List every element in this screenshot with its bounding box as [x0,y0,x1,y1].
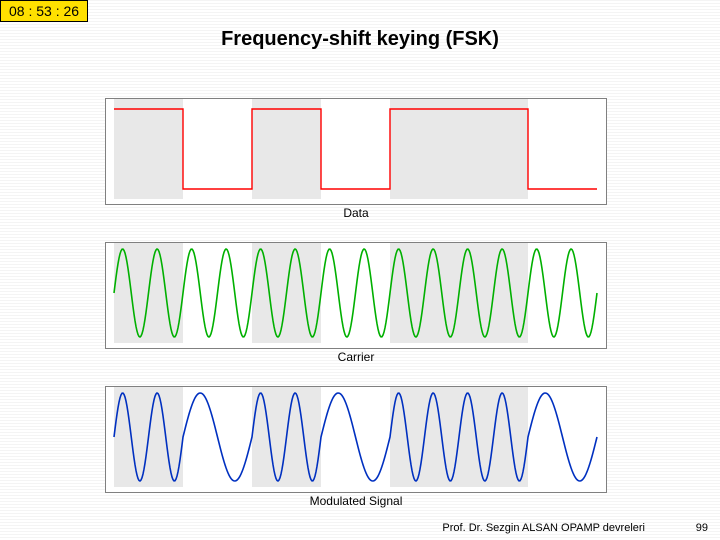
panel-modulated-label: Modulated Signal [105,494,607,508]
footer-page: 99 [696,522,708,534]
panel-modulated-plot [105,386,607,493]
data-waveform [106,99,606,199]
panel-carrier: Carrier [105,242,607,364]
panel-data-plot [105,98,607,205]
carrier-waveform [106,243,606,343]
panel-data-label: Data [105,206,607,220]
modulated-waveform [106,387,606,487]
footer-author: Prof. Dr. Sezgin ALSAN OPAMP devreleri [442,522,645,534]
panel-carrier-label: Carrier [105,350,607,364]
timer-box: 08 : 53 : 26 [0,0,88,22]
panel-modulated: Modulated Signal [105,386,607,508]
panels-container: Data Carrier Modulated Signal [105,98,607,508]
panel-carrier-plot [105,242,607,349]
panel-data: Data [105,98,607,220]
page-title: Frequency-shift keying (FSK) [0,28,720,51]
timer-text: 08 : 53 : 26 [9,3,79,19]
